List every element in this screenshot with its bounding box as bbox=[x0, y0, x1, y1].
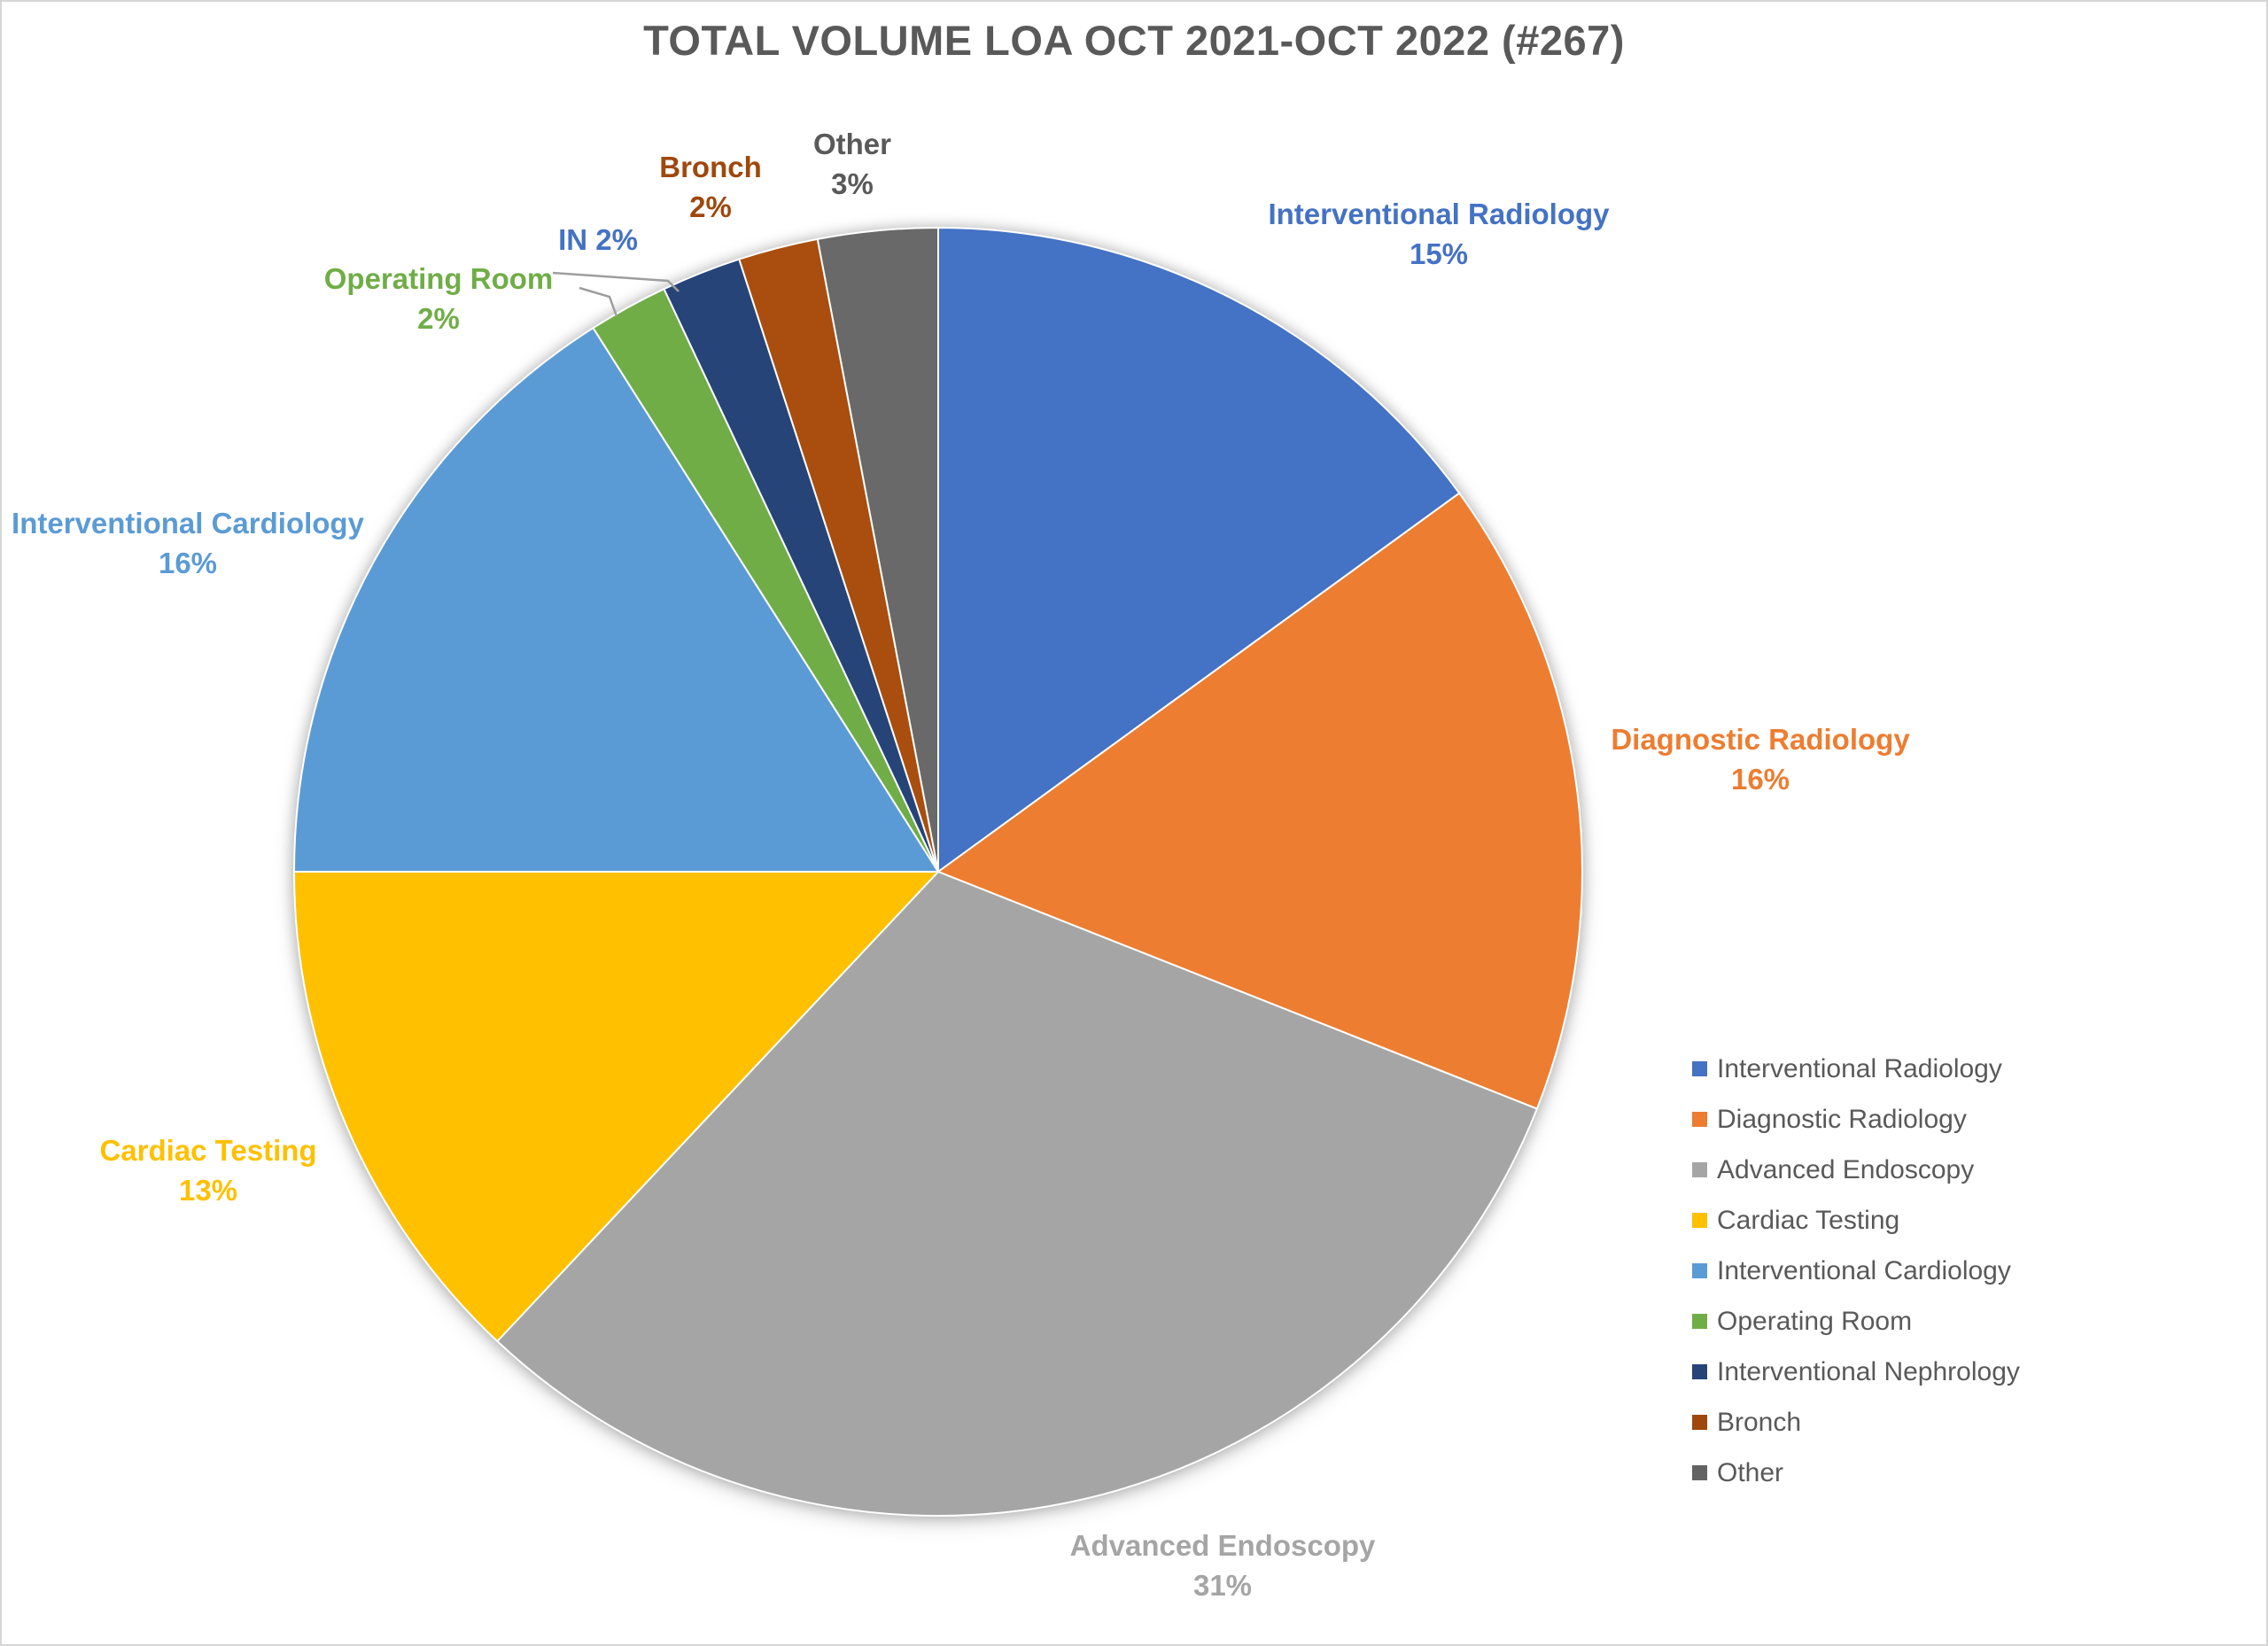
pie-slice-advanced-endoscopy bbox=[495, 870, 1539, 1517]
legend-label: Interventional Cardiology bbox=[1717, 1255, 2011, 1285]
slice-label-advanced-endoscopy: Advanced Endoscopy 31% bbox=[1070, 1526, 1376, 1605]
slice-label-interventional-nephrology: IN 2% bbox=[558, 220, 638, 260]
slice-label-diagnostic-radiology: Diagnostic Radiology 16% bbox=[1611, 719, 1909, 799]
legend-item-diagnostic-radiology: Diagnostic Radiology bbox=[1692, 1094, 2020, 1145]
legend-label: Operating Room bbox=[1717, 1306, 1913, 1336]
slice-label-line: 16% bbox=[1730, 763, 1790, 796]
legend-item-interventional-radiology: Interventional Radiology bbox=[1692, 1044, 2020, 1094]
slice-label-cardiac-testing: Cardiac Testing 13% bbox=[99, 1130, 316, 1210]
legend-item-cardiac-testing: Cardiac Testing bbox=[1692, 1195, 2020, 1246]
legend-swatch-icon bbox=[1692, 1061, 1707, 1076]
pie-slice-cardiac-testing bbox=[292, 871, 941, 1343]
slice-label-line: Advanced Endoscopy bbox=[1069, 1529, 1376, 1562]
legend-swatch-icon bbox=[1692, 1263, 1707, 1278]
slice-label-line: 15% bbox=[1409, 237, 1469, 270]
slice-label-line: 13% bbox=[178, 1174, 238, 1207]
pie-slice-interventional-radiology bbox=[937, 226, 1461, 873]
legend-swatch-icon bbox=[1692, 1465, 1707, 1480]
pie-slice-diagnostic-radiology bbox=[936, 492, 1583, 1110]
slice-label-line: 3% bbox=[831, 167, 874, 200]
slice-label-line: 31% bbox=[1192, 1569, 1253, 1602]
chart-legend: Interventional Radiology Diagnostic Radio… bbox=[1692, 1044, 2020, 1498]
slice-label-line: Diagnostic Radiology bbox=[1611, 723, 1910, 756]
label-leader-line-2 bbox=[579, 286, 618, 317]
slice-label-operating-room: Operating Room 2% bbox=[324, 259, 554, 338]
legend-label: Interventional Radiology bbox=[1717, 1053, 2002, 1083]
chart-title: TOTAL VOLUME LOA OCT 2021-OCT 2022 (#267… bbox=[643, 17, 1625, 64]
legend-label: Cardiac Testing bbox=[1717, 1205, 1900, 1235]
slice-label-bronch: Bronch 2% bbox=[659, 147, 762, 227]
legend-swatch-icon bbox=[1692, 1112, 1707, 1127]
slice-label-line: Interventional Cardiology bbox=[12, 507, 364, 540]
slice-label-line: Operating Room bbox=[323, 262, 554, 295]
legend-label: Interventional Nephrology bbox=[1717, 1356, 2020, 1386]
slice-label-line: Other bbox=[812, 128, 892, 160]
legend-item-interventional-cardiology: Interventional Cardiology bbox=[1692, 1246, 2020, 1296]
legend-label: Other bbox=[1717, 1457, 1784, 1487]
slice-label-interventional-cardiology: Interventional Cardiology 16% bbox=[12, 503, 364, 583]
slice-label-line: Interventional Radiology bbox=[1268, 198, 1610, 230]
legend-item-other: Other bbox=[1692, 1448, 2020, 1498]
pie-slice-interventional-cardiology bbox=[292, 326, 940, 873]
legend-swatch-icon bbox=[1692, 1415, 1707, 1430]
legend-swatch-icon bbox=[1692, 1364, 1707, 1379]
label-leader-line-1 bbox=[552, 271, 680, 292]
legend-item-advanced-endoscopy: Advanced Endoscopy bbox=[1692, 1145, 2020, 1195]
legend-item-bronch: Bronch bbox=[1692, 1397, 2020, 1448]
slice-label-line: 2% bbox=[689, 190, 732, 223]
slice-label-line: 16% bbox=[158, 547, 218, 579]
legend-swatch-icon bbox=[1692, 1162, 1707, 1177]
legend-label: Bronch bbox=[1717, 1407, 1802, 1437]
legend-label: Advanced Endoscopy bbox=[1717, 1154, 1975, 1184]
legend-swatch-icon bbox=[1692, 1213, 1707, 1228]
slice-label-line: 2% bbox=[417, 302, 460, 335]
slice-label-other: Other 3% bbox=[813, 124, 891, 204]
legend-item-interventional-nephrology: Interventional Nephrology bbox=[1692, 1347, 2020, 1397]
legend-swatch-icon bbox=[1692, 1314, 1707, 1329]
legend-label: Diagnostic Radiology bbox=[1717, 1104, 1967, 1134]
slice-label-interventional-radiology: Interventional Radiology 15% bbox=[1268, 194, 1609, 274]
legend-item-operating-room: Operating Room bbox=[1692, 1296, 2020, 1347]
slice-label-line: Bronch bbox=[659, 151, 762, 183]
slice-label-line: Cardiac Testing bbox=[99, 1134, 317, 1167]
slice-label-line: IN 2% bbox=[558, 223, 638, 256]
pie-slice-other bbox=[816, 226, 939, 873]
